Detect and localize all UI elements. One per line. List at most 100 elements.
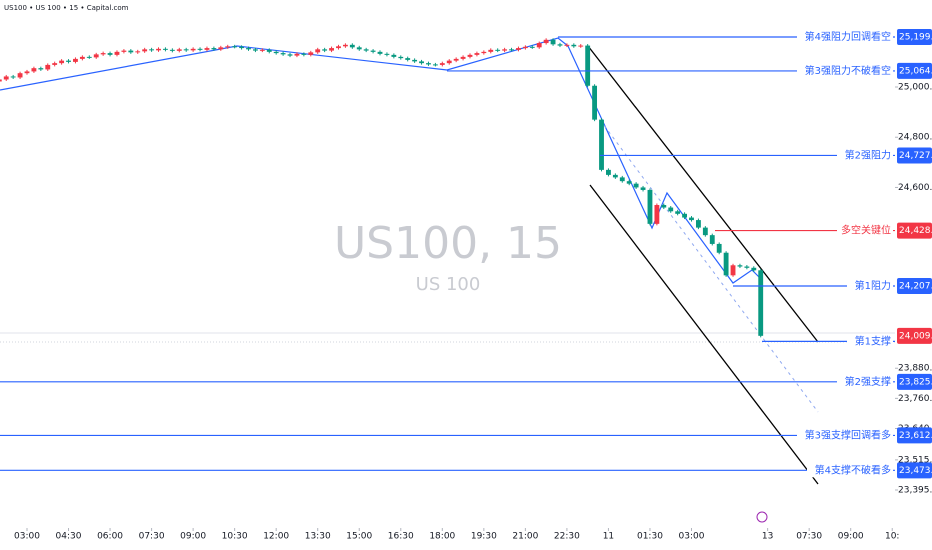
- candle-body: [315, 49, 321, 53]
- candle-body: [592, 85, 598, 120]
- candle-body: [149, 49, 155, 51]
- candle-body: [342, 44, 348, 47]
- watermark-subtitle: US 100: [416, 274, 481, 295]
- candle-body: [585, 45, 591, 86]
- x-tick-label: 13:30: [305, 532, 331, 542]
- level-name-bg: [847, 279, 893, 294]
- candle-body: [668, 207, 674, 212]
- candle-body: [543, 39, 549, 44]
- candle-body: [204, 48, 210, 50]
- y-tick-label: 25,000.0: [898, 83, 932, 93]
- level-name: 第3强支撑回调看多: [805, 428, 891, 441]
- candle-body: [709, 235, 715, 244]
- x-tick-label: 21:00: [512, 532, 538, 542]
- x-tick-label: 03:00: [14, 532, 40, 542]
- level-name-bg: [797, 428, 893, 443]
- x-tick-label: 10:30: [222, 532, 248, 542]
- candle-body: [689, 217, 694, 221]
- level-price-box: [897, 427, 932, 444]
- y-tick-label: 23,880.0: [898, 364, 932, 374]
- x-tick-label: 11: [603, 532, 614, 542]
- level-price: 24,207.4: [899, 282, 932, 292]
- candle-body: [294, 53, 300, 56]
- trend-zigzag: [0, 37, 763, 284]
- candle-body: [100, 53, 106, 55]
- level-price-box: [897, 462, 932, 479]
- candle-body: [730, 265, 736, 276]
- level-name-bg: [797, 29, 893, 44]
- candle-body: [557, 44, 563, 46]
- level-name-bg: [837, 223, 893, 238]
- y-tick-label: 23,515.0: [898, 455, 932, 465]
- candle-body: [107, 53, 113, 55]
- event-icon[interactable]: [756, 511, 768, 523]
- candle-body: [640, 187, 646, 190]
- level-name: 第1支撑: [855, 334, 891, 347]
- candle-body: [135, 51, 141, 53]
- level-name: 第1阻力: [855, 279, 891, 292]
- level-name: 第4强阻力回调看空: [805, 30, 891, 43]
- candle-body: [322, 49, 328, 51]
- candle-body: [502, 49, 508, 51]
- candle-body: [24, 71, 30, 74]
- candle-body: [163, 48, 168, 50]
- candle-body: [481, 51, 487, 54]
- x-tick-label: 04:30: [56, 532, 82, 542]
- candle-body: [675, 211, 681, 214]
- candle-body: [0, 79, 2, 82]
- y-tick-label: 23,760.0: [898, 394, 932, 404]
- x-tick-label: 13: [762, 532, 773, 542]
- level-price: 24,727.4: [899, 151, 932, 161]
- level-name-bg: [797, 63, 893, 78]
- candle-body: [301, 53, 307, 55]
- level-price-box: [897, 28, 932, 45]
- candle-body: [744, 266, 750, 268]
- drawings: [0, 37, 895, 485]
- candle-body: [197, 48, 203, 50]
- level-price-box: [897, 373, 932, 390]
- x-tick-label: 15:00: [346, 532, 372, 542]
- candle-body: [232, 46, 238, 48]
- candle-body: [59, 60, 65, 64]
- level-price: 23,825.9: [899, 377, 932, 387]
- candle-body: [239, 46, 244, 49]
- candle-body: [142, 49, 148, 52]
- level-price-box: [897, 222, 932, 239]
- candle-body: [619, 177, 625, 182]
- level-name: 多空关键位: [841, 224, 891, 237]
- candle-body: [45, 64, 51, 70]
- candle-body: [695, 220, 701, 228]
- x-tick-label: 07:30: [139, 532, 165, 542]
- candle-body: [3, 76, 9, 80]
- candle-body: [626, 181, 632, 184]
- candle-body: [432, 64, 438, 66]
- candle-body: [349, 44, 355, 48]
- x-tick-label: 03:00: [679, 532, 705, 542]
- x-tick-label: 06:00: [97, 532, 123, 542]
- candle-body: [419, 61, 424, 64]
- candle-body: [412, 59, 418, 62]
- y-tick-label: 24,600.0: [898, 183, 932, 193]
- candle-body: [571, 44, 577, 47]
- candle-body: [522, 46, 528, 49]
- trend-dotted: [599, 119, 819, 413]
- candle-body: [439, 63, 445, 65]
- level-name: 第4支撑不破看多: [815, 463, 891, 476]
- candle-body: [190, 48, 196, 51]
- candles: [0, 36, 895, 471]
- level-name: 第2强阻力: [845, 148, 891, 161]
- level-name: 第3强阻力不破看空: [805, 64, 891, 77]
- x-tick-label: 18:00: [429, 532, 455, 542]
- candle-body: [578, 45, 584, 47]
- candle-body: [384, 53, 390, 55]
- candle-body: [702, 227, 708, 236]
- x-tick-label: 19:30: [471, 532, 497, 542]
- y-tick-label: 23,395.0: [898, 486, 932, 496]
- y-tick-label: 24,800.0: [898, 133, 932, 143]
- level-name-bg: [837, 148, 893, 163]
- candle-body: [66, 60, 71, 62]
- candle-body: [488, 49, 494, 52]
- level-price-box: [897, 278, 932, 295]
